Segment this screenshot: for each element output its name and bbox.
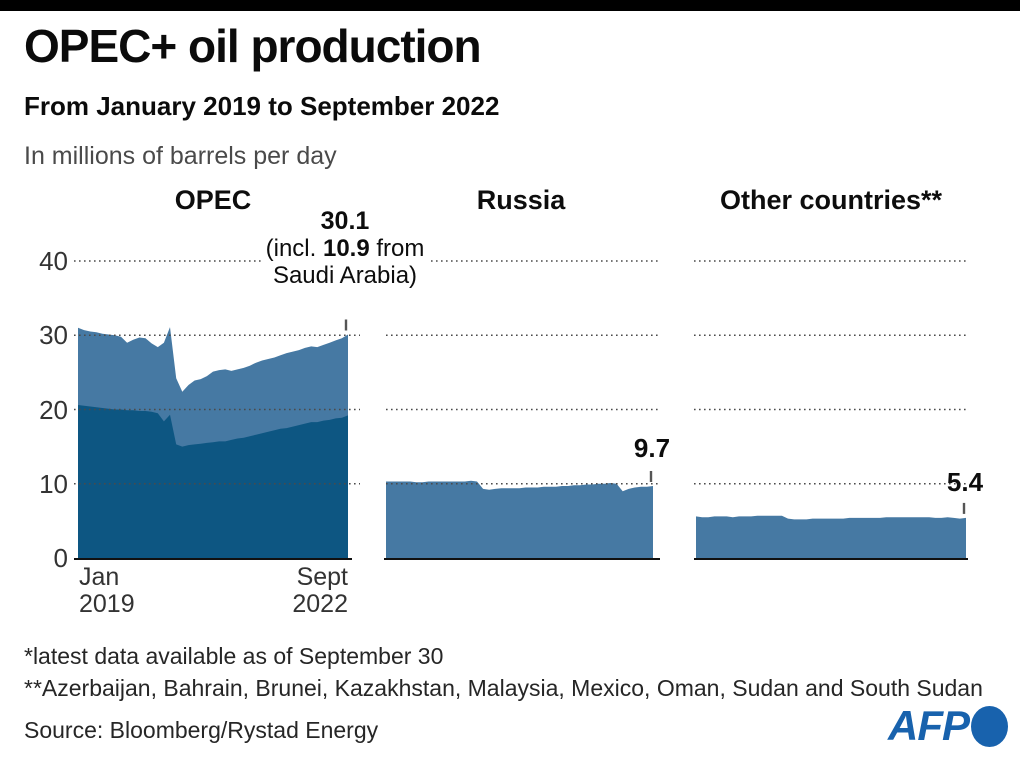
footnote-country-list: **Azerbaijan, Bahrain, Brunei, Kazakhsta… bbox=[24, 675, 983, 701]
annotation-russia-value: 9.7 bbox=[633, 433, 671, 463]
afp-logo-circle-icon bbox=[971, 705, 1008, 747]
source-credit: Source: Bloomberg/Rystad Energy bbox=[24, 717, 379, 743]
y-axis-label-10: 10 bbox=[39, 468, 68, 499]
y-axis-label-30: 30 bbox=[39, 320, 68, 351]
footnote-latest-data: *latest data available as of September 3… bbox=[24, 643, 444, 669]
page-title: OPEC+ oil production bbox=[24, 20, 482, 72]
panel-title-russia: Russia bbox=[476, 185, 566, 215]
area-opec-excluding-saudi-arabia bbox=[78, 405, 348, 558]
unit-label: In millions of barrels per day bbox=[24, 142, 337, 170]
y-axis-label-40: 40 bbox=[39, 246, 68, 276]
y-axis-label-0: 0 bbox=[53, 543, 68, 573]
top-black-bar bbox=[0, 0, 1020, 11]
x-axis-label-end: Sept 2022 bbox=[292, 563, 348, 618]
panel-title-opec: OPEC bbox=[174, 185, 252, 215]
annotation-opec-value: 30.1 (incl. 10.9 from Saudi Arabia) bbox=[262, 208, 428, 289]
opec-saudi-detail: (incl. 10.9 from Saudi Arabia) bbox=[265, 235, 425, 289]
afp-logo-text: AFP bbox=[888, 702, 970, 749]
area-other-countries bbox=[696, 515, 966, 558]
annotation-other-value: 5.4 bbox=[946, 467, 984, 497]
page-subtitle: From January 2019 to September 2022 bbox=[24, 91, 500, 121]
y-axis-label-20: 20 bbox=[39, 394, 68, 425]
panel-title-other: Other countries** bbox=[719, 185, 943, 215]
opec-end-value: 30.1 bbox=[320, 207, 370, 235]
area-russia bbox=[386, 480, 653, 558]
afp-logo: AFP bbox=[888, 703, 1008, 749]
x-axis-label-start: Jan 2019 bbox=[79, 563, 135, 618]
